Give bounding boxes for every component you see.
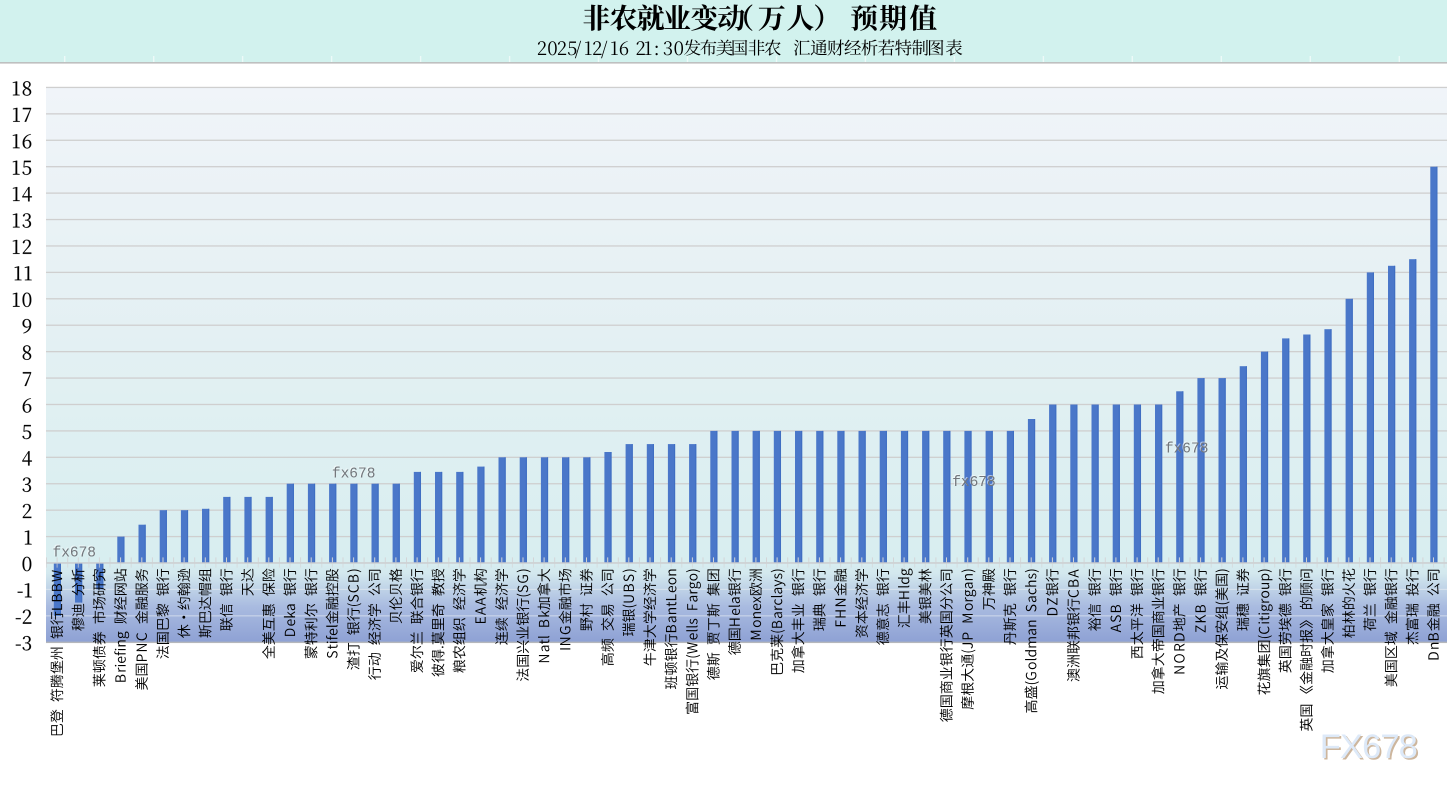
svg-text:fx678: fx678 bbox=[951, 474, 995, 490]
svg-text:fx678: fx678 bbox=[1164, 440, 1208, 456]
svg-text:fx678: fx678 bbox=[1165, 441, 1209, 457]
svg-text:fx678: fx678 bbox=[332, 466, 376, 482]
svg-text:fx678: fx678 bbox=[53, 546, 97, 562]
svg-text:FX678: FX678 bbox=[1322, 730, 1419, 768]
svg-text:fx678: fx678 bbox=[952, 475, 996, 491]
svg-text:fx678: fx678 bbox=[331, 465, 375, 481]
svg-text:FX678: FX678 bbox=[1320, 728, 1417, 766]
svg-text:fx678: fx678 bbox=[52, 545, 96, 561]
